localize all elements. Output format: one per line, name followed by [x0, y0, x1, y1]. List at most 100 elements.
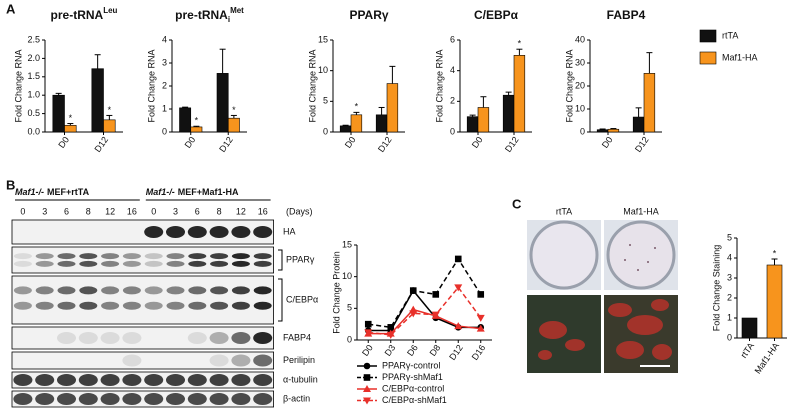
title-sup: Leu — [103, 6, 117, 15]
y-tick-label: 0 — [450, 126, 455, 136]
bar — [339, 125, 352, 133]
title-main: PPARγ — [349, 8, 388, 22]
group-label: Maf1-/- MEF+rtTA — [15, 187, 90, 197]
chart-title: pre-tRNAiMet — [175, 6, 244, 24]
y-axis-label: Fold Change RNA — [146, 49, 156, 122]
band — [253, 374, 273, 386]
band — [57, 393, 76, 405]
group-name: MEF+rtTA — [47, 187, 90, 197]
band — [79, 301, 98, 310]
day-label: 12 — [236, 206, 246, 216]
series-line — [368, 308, 481, 335]
blot-row — [11, 351, 275, 370]
band — [231, 260, 250, 267]
band — [100, 393, 120, 405]
band — [166, 393, 185, 405]
chart-title: PPARγ — [349, 8, 388, 22]
y-tick-label: 1.5 — [27, 71, 40, 81]
bar — [190, 126, 203, 133]
legend-label: Maf1-HA — [722, 52, 758, 62]
band — [57, 253, 76, 260]
band — [166, 253, 185, 260]
marker — [476, 324, 485, 332]
band — [231, 226, 251, 238]
band — [35, 286, 54, 295]
band — [122, 332, 142, 344]
day-label: 3 — [42, 206, 47, 216]
band — [144, 393, 164, 405]
band — [122, 354, 142, 367]
y-tick-label: 10 — [575, 103, 585, 113]
y-tick-label: 4 — [162, 34, 167, 44]
band — [253, 393, 273, 405]
marker — [476, 314, 485, 322]
band — [166, 260, 185, 267]
band — [13, 301, 32, 310]
band — [210, 260, 229, 267]
marker — [432, 291, 440, 298]
y-tick-label: 0.5 — [27, 108, 40, 118]
bar — [227, 117, 240, 133]
legend-label: PPARγ-shMaf1 — [382, 372, 443, 382]
title-main: pre-tRNA — [51, 8, 104, 22]
day-label: 12 — [105, 206, 115, 216]
band — [13, 286, 32, 295]
band — [187, 374, 207, 386]
x-tick-label: rtTA — [739, 341, 757, 360]
bar — [52, 94, 65, 133]
bar — [596, 129, 609, 133]
bar — [513, 55, 526, 133]
y-tick-label: 0 — [580, 126, 585, 136]
y-axis-label: Fold Change Staining — [711, 245, 721, 332]
band — [166, 286, 185, 295]
band — [253, 354, 273, 367]
band — [35, 393, 55, 405]
band — [231, 301, 250, 310]
row-label: Perilipin — [283, 355, 315, 365]
chart-title: pre-tRNALeu — [51, 6, 118, 22]
band — [101, 253, 120, 260]
bar — [103, 119, 116, 133]
blot-row — [11, 275, 275, 325]
x-tick-label: D12 — [633, 135, 651, 154]
y-tick-label: 5 — [323, 96, 328, 106]
y-tick-label: 0.0 — [27, 126, 40, 136]
band — [79, 286, 98, 295]
y-axis-label: Fold Change RNA — [307, 49, 317, 122]
chart-title: C/EBPα — [474, 8, 519, 22]
day-label: 16 — [258, 206, 268, 216]
marker — [364, 320, 372, 328]
marker — [454, 255, 462, 263]
band — [144, 260, 163, 267]
band — [166, 301, 185, 310]
y-tick-label: 10 — [342, 271, 352, 281]
bar — [643, 73, 656, 133]
band — [57, 301, 76, 310]
x-tick-label: D12 — [447, 343, 465, 362]
band — [144, 226, 164, 238]
legend-label: C/EBPα-control — [382, 383, 444, 393]
legend-label: rtTA — [722, 30, 738, 40]
title-sub: i — [228, 15, 230, 24]
day-label: 6 — [64, 206, 69, 216]
y-axis-label: Fold Change RNA — [434, 49, 444, 122]
band — [122, 374, 142, 386]
panel-letter: A — [6, 1, 16, 16]
band — [209, 332, 229, 344]
band — [122, 286, 141, 295]
blot-row — [11, 326, 275, 350]
y-tick-label: 5 — [727, 232, 732, 242]
band — [101, 286, 120, 295]
band — [35, 374, 55, 386]
band — [187, 226, 207, 238]
bar — [766, 264, 783, 339]
y-tick-label: 2 — [162, 80, 167, 90]
bar — [179, 107, 192, 133]
band — [122, 253, 141, 260]
marker — [364, 329, 373, 337]
band — [35, 301, 54, 310]
days-unit: (Days) — [286, 206, 313, 216]
blot-row — [11, 390, 275, 408]
band — [188, 260, 207, 267]
marker — [477, 291, 485, 298]
